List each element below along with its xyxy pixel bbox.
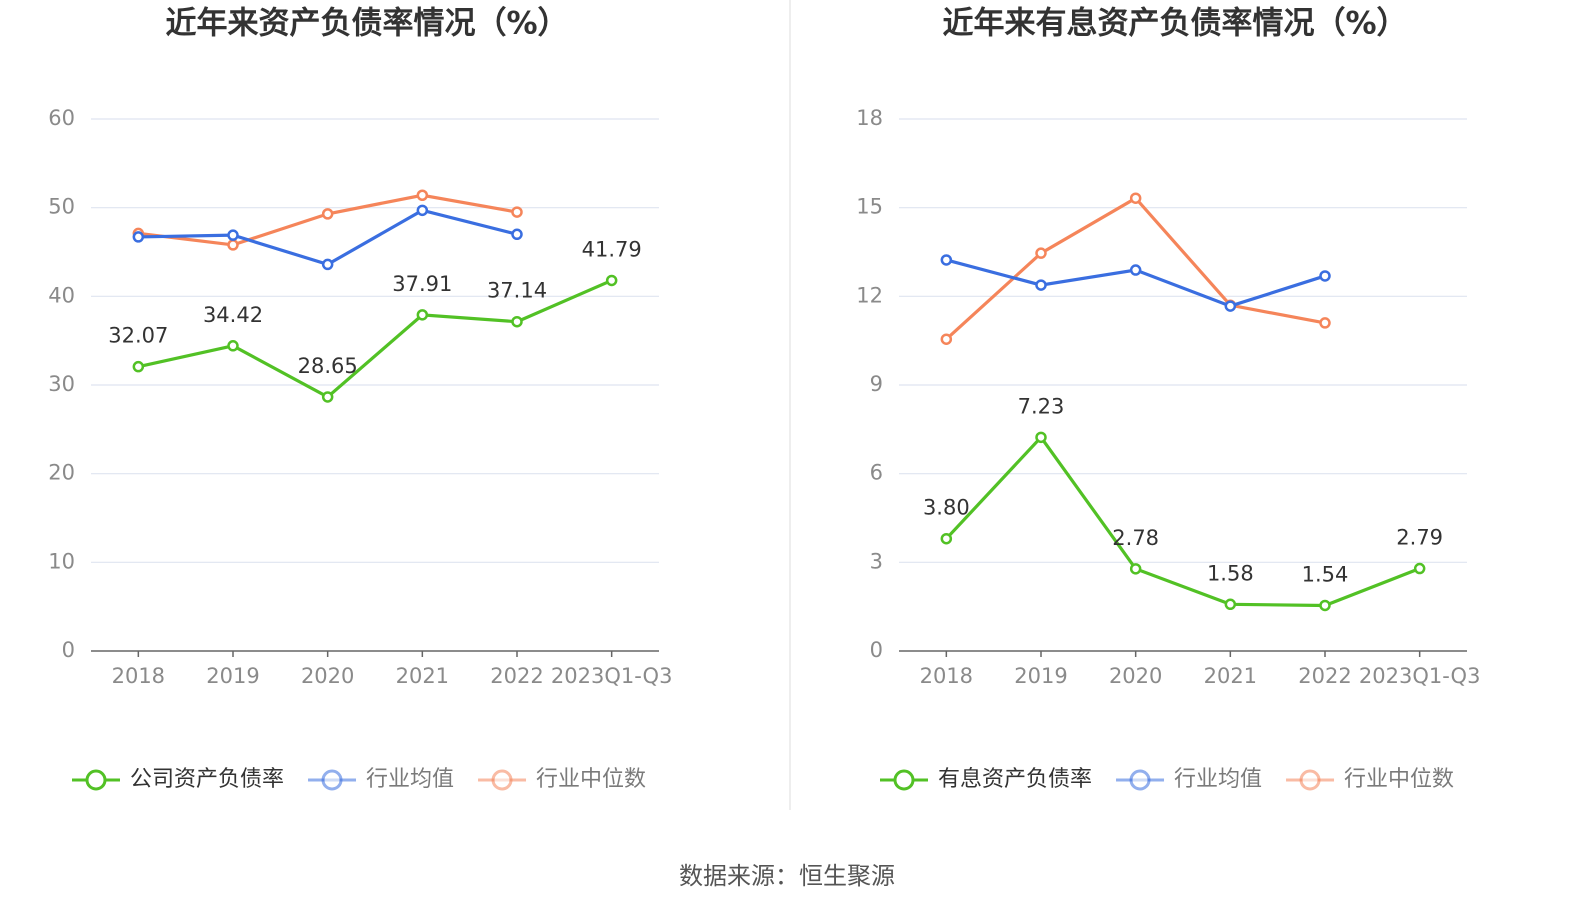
data-point <box>940 333 953 345</box>
data-point <box>1224 598 1237 611</box>
data-point <box>132 360 145 373</box>
data-label: 2.78 <box>1112 526 1159 550</box>
x-tick-label: 2018 <box>112 664 165 688</box>
y-tick-label: 30 <box>48 372 75 396</box>
data-point <box>1319 270 1331 282</box>
y-tick-label: 6 <box>870 461 883 485</box>
legend-icon <box>85 769 107 791</box>
data-point <box>1035 431 1047 444</box>
legend-label: 行业均值 <box>1174 767 1262 792</box>
data-point <box>321 391 334 403</box>
data-label: 1.54 <box>1302 562 1349 586</box>
data-point <box>227 340 239 352</box>
data-point <box>416 309 429 321</box>
legend-icon <box>1129 769 1151 791</box>
data-point <box>416 204 429 217</box>
data-point <box>227 229 239 241</box>
data-label: 7.23 <box>1018 394 1065 418</box>
y-tick-label: 20 <box>48 461 75 485</box>
y-tick-label: 10 <box>48 549 75 573</box>
data-point <box>605 274 618 287</box>
y-tick-label: 0 <box>870 638 883 662</box>
data-point <box>1413 562 1426 575</box>
x-tick-label: 2023Q1-Q3 <box>1359 664 1481 688</box>
legend-icon <box>321 769 343 791</box>
data-point <box>1035 279 1047 291</box>
data-label: 2.79 <box>1396 526 1443 550</box>
data-label: 3.80 <box>923 496 970 520</box>
data-point <box>1035 247 1047 259</box>
chart-title: 近年来资产负债率情况（%） <box>165 6 568 42</box>
data-point <box>511 228 523 241</box>
data-point <box>1319 599 1331 612</box>
data-point <box>940 254 953 266</box>
chart-title: 近年来有息资产负债率情况（%） <box>942 6 1407 42</box>
data-point <box>511 315 523 328</box>
data-point <box>1129 264 1142 276</box>
data-point <box>1224 300 1237 312</box>
data-point <box>1129 563 1142 575</box>
legend-label: 行业中位数 <box>1344 767 1454 792</box>
data-point <box>1129 192 1142 204</box>
data-label: 1.58 <box>1207 561 1254 585</box>
x-tick-label: 2021 <box>1204 664 1257 688</box>
legend-icon <box>491 769 513 791</box>
data-label: 37.91 <box>392 272 452 296</box>
data-point <box>321 258 334 271</box>
y-tick-label: 9 <box>870 372 883 396</box>
data-point <box>132 231 145 243</box>
series-line <box>137 278 613 399</box>
data-point <box>940 532 953 545</box>
data-point <box>321 208 334 220</box>
data-point <box>416 189 429 202</box>
x-tick-label: 2019 <box>1014 664 1067 688</box>
y-tick-label: 0 <box>62 638 75 662</box>
y-tick-label: 15 <box>856 195 883 219</box>
legend-label: 公司资产负债率 <box>130 767 284 792</box>
x-tick-label: 2022 <box>490 664 543 688</box>
data-label: 28.65 <box>298 354 358 378</box>
legend-label: 行业中位数 <box>536 767 646 792</box>
legend-label: 有息资产负债率 <box>938 767 1092 792</box>
data-label: 32.07 <box>108 324 168 348</box>
data-label: 34.42 <box>203 303 263 327</box>
data-point <box>1319 317 1331 329</box>
data-label: 37.14 <box>487 279 547 303</box>
data-point <box>227 239 239 251</box>
legend-label: 行业均值 <box>366 767 454 792</box>
y-tick-label: 50 <box>48 195 75 219</box>
y-tick-label: 12 <box>856 283 883 307</box>
source: 数据来源：恒生聚源 <box>679 862 895 890</box>
x-tick-label: 2023Q1-Q3 <box>551 664 673 688</box>
x-tick-label: 2020 <box>301 664 354 688</box>
x-tick-label: 2022 <box>1298 664 1351 688</box>
x-tick-label: 2020 <box>1109 664 1162 688</box>
data-point <box>511 206 523 218</box>
y-tick-label: 60 <box>48 106 75 130</box>
series-line <box>945 434 1421 608</box>
y-tick-label: 3 <box>870 549 883 573</box>
y-tick-label: 18 <box>856 106 883 130</box>
y-tick-label: 40 <box>48 283 75 307</box>
x-tick-label: 2021 <box>396 664 449 688</box>
x-tick-label: 2018 <box>920 664 973 688</box>
data-label: 41.79 <box>582 237 642 261</box>
x-tick-label: 2019 <box>206 664 259 688</box>
legend-icon <box>893 769 915 791</box>
legend-icon <box>1299 769 1321 791</box>
